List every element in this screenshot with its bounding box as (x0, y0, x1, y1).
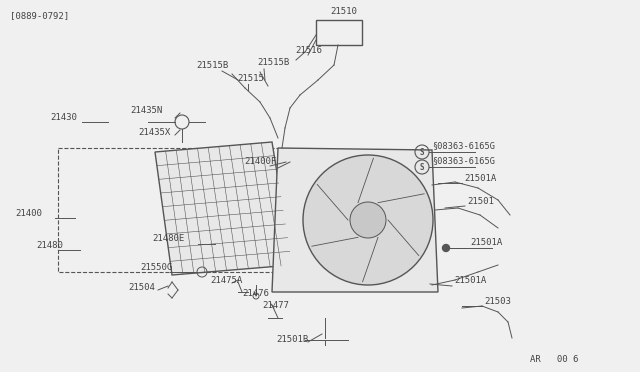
Text: 21515B: 21515B (196, 61, 228, 70)
Text: S: S (420, 163, 424, 171)
Text: 21480: 21480 (36, 241, 63, 250)
Text: 21400: 21400 (15, 209, 42, 218)
Text: 21504: 21504 (128, 283, 155, 292)
Text: 21430: 21430 (50, 113, 77, 122)
Text: 21476: 21476 (242, 289, 269, 298)
Text: 21501B: 21501B (276, 335, 308, 344)
Circle shape (442, 244, 449, 251)
Text: 21501: 21501 (467, 197, 494, 206)
Text: 21515B: 21515B (257, 58, 289, 67)
Text: 21501A: 21501A (470, 238, 502, 247)
Text: 21516: 21516 (295, 46, 322, 55)
Circle shape (350, 202, 386, 238)
Text: AR   00 6: AR 00 6 (530, 355, 579, 364)
Circle shape (303, 155, 433, 285)
Text: 21435X: 21435X (138, 128, 170, 137)
Text: 21501A: 21501A (464, 174, 496, 183)
Text: 21475A: 21475A (210, 276, 243, 285)
Text: 21501A: 21501A (454, 276, 486, 285)
Text: 21480E: 21480E (152, 234, 184, 243)
Text: 21435N: 21435N (130, 106, 163, 115)
Text: 21550G: 21550G (140, 263, 172, 272)
Text: 21400F: 21400F (244, 157, 276, 166)
Text: 21477: 21477 (262, 301, 289, 310)
Text: §08363-6165G: §08363-6165G (432, 156, 495, 165)
Text: 21503: 21503 (484, 297, 511, 306)
Text: §08363-6165G: §08363-6165G (432, 141, 495, 150)
Polygon shape (155, 142, 292, 275)
Text: [0889-0792]: [0889-0792] (10, 11, 69, 20)
Polygon shape (272, 148, 438, 292)
Text: 21515: 21515 (237, 74, 264, 83)
Text: S: S (420, 148, 424, 157)
Text: 21510: 21510 (330, 7, 357, 16)
